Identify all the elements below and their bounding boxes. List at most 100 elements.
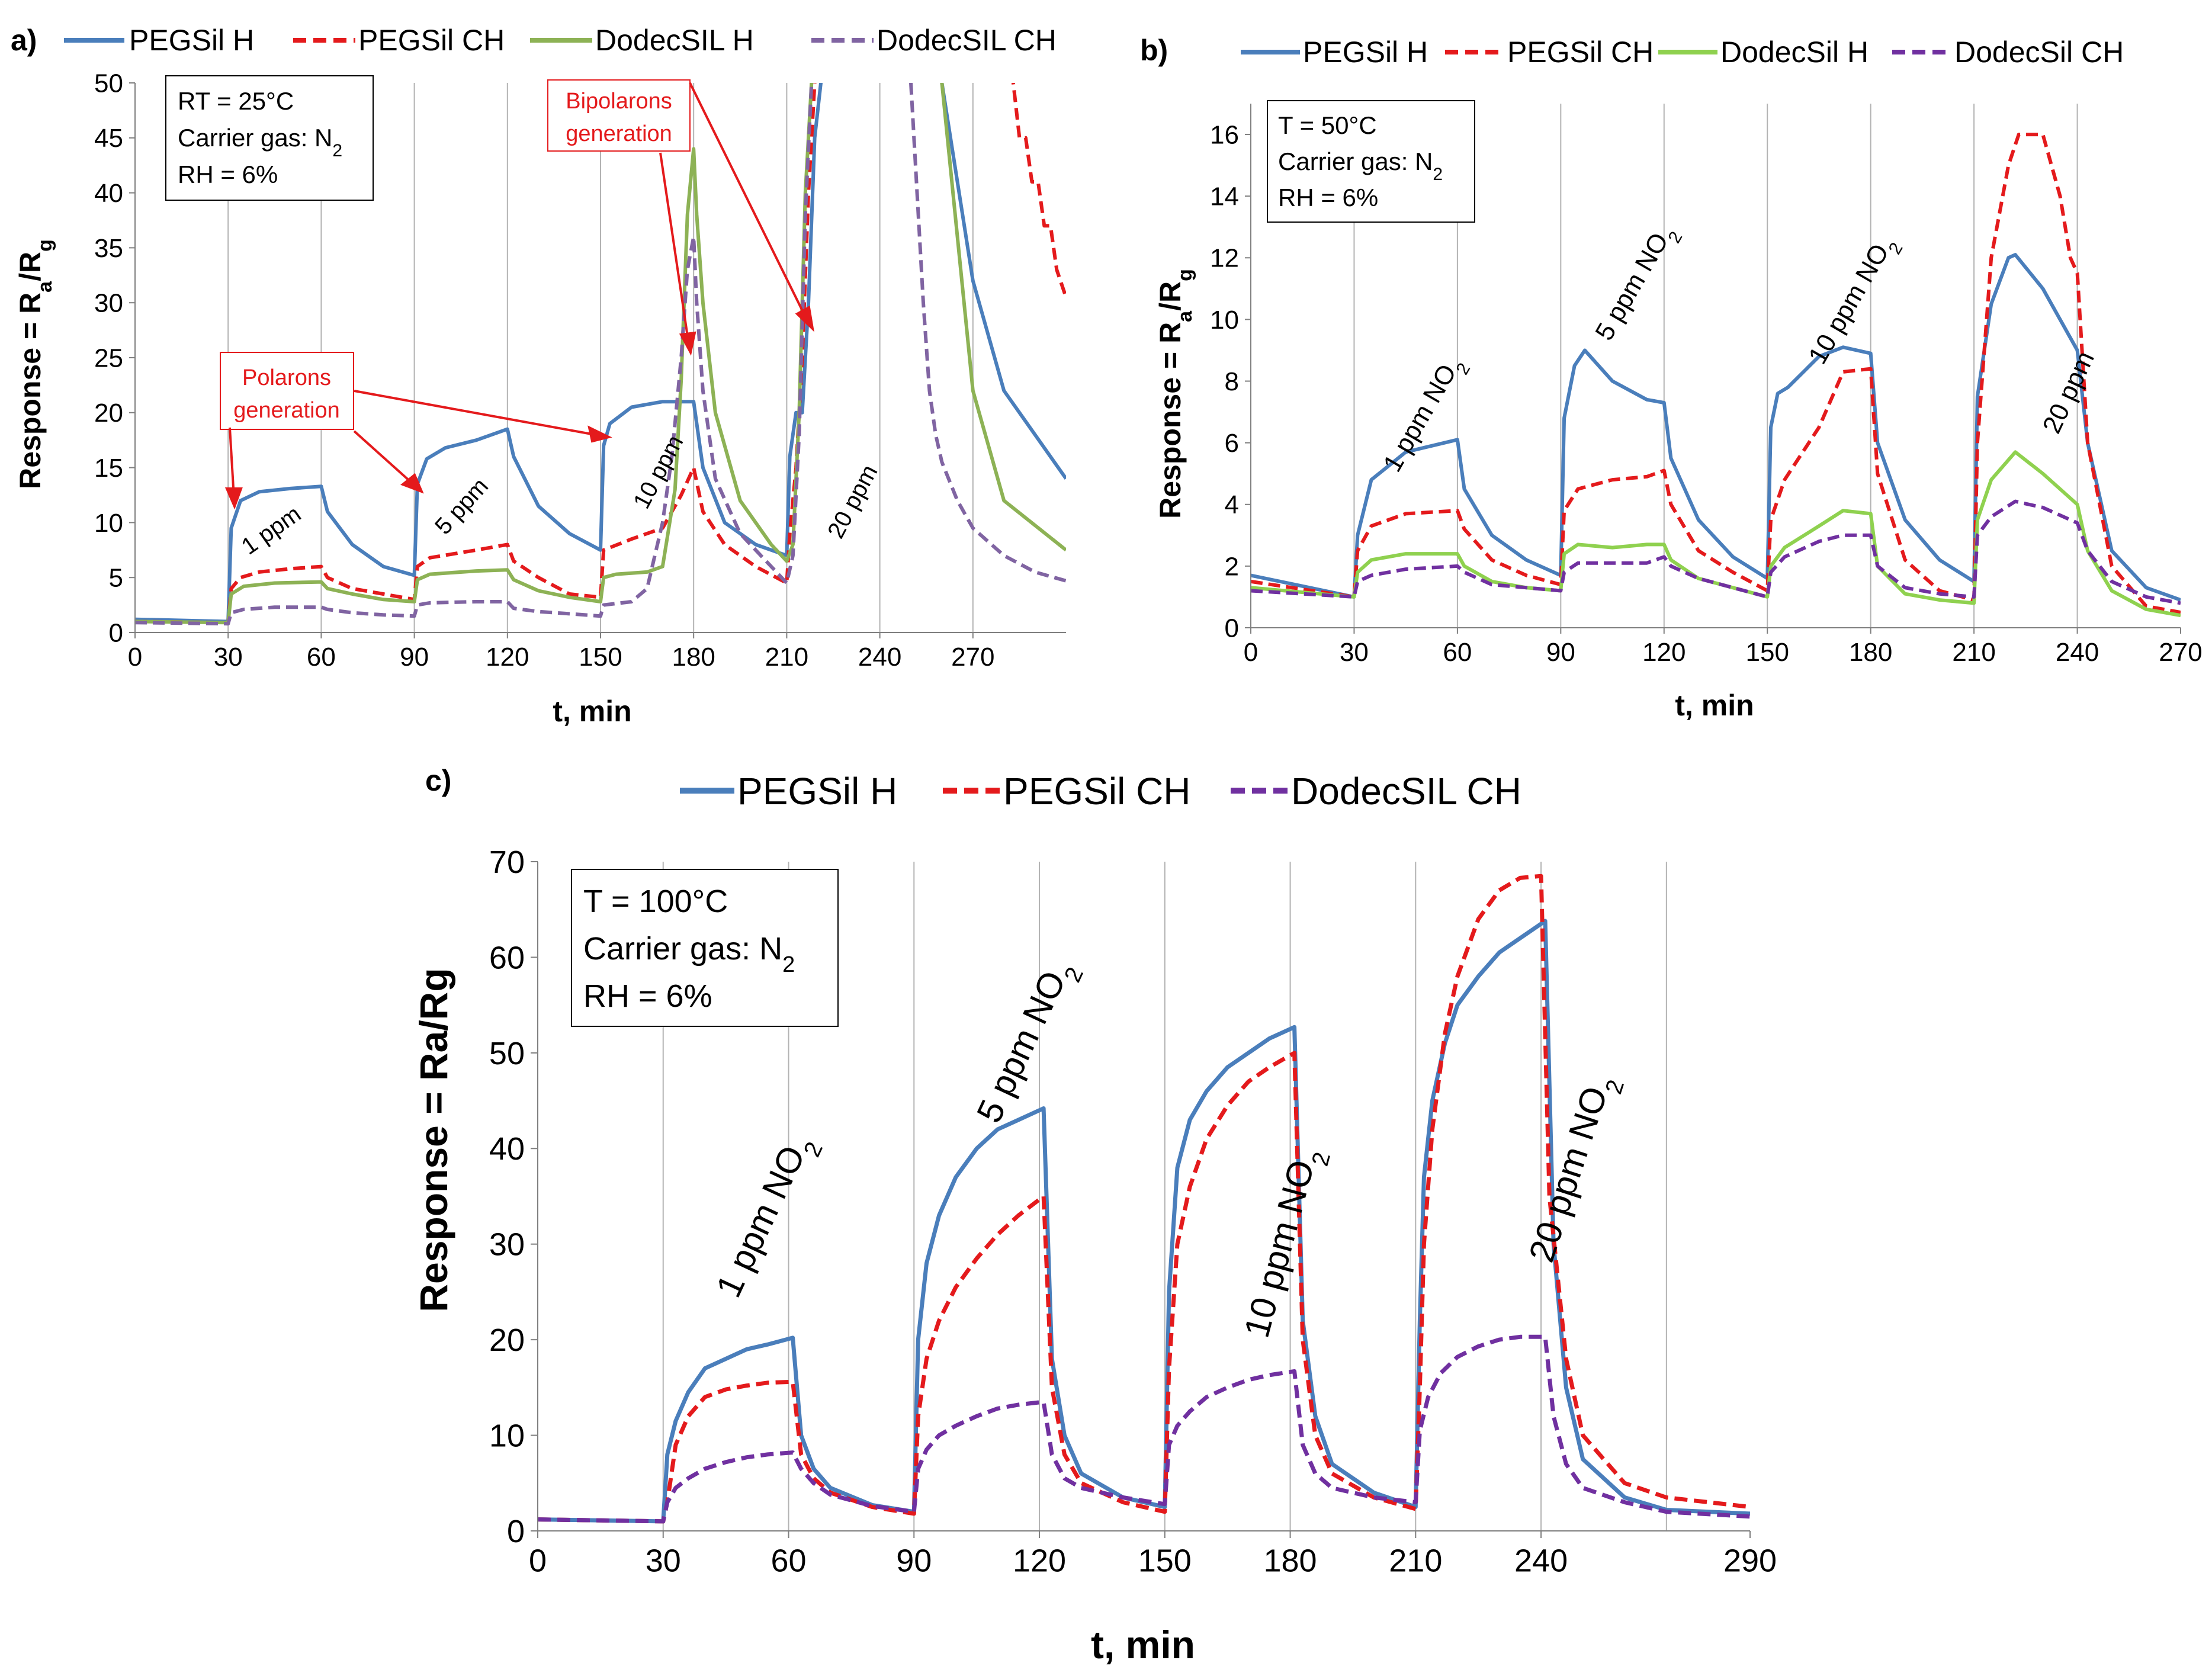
panel-b-humidity: RH = 6% [1278, 184, 1378, 211]
panel-c-conditions-box: T = 100°C Carrier gas: N2 RH = 6% [571, 869, 839, 1027]
series-line-pegsil-ch [135, 83, 1066, 625]
series-line-pegsil-h [135, 83, 1066, 624]
legend-label-c-pegsil-ch: PEGSil CH [1003, 770, 1191, 813]
y-tick-label: 0 [1225, 614, 1239, 643]
x-tick-label: 240 [858, 643, 901, 672]
y-tick-label: 6 [1225, 429, 1239, 458]
legend-label-b-pegsil-ch: PEGSil CH [1507, 36, 1654, 69]
panel-b-series-group [1251, 133, 2181, 618]
panel-b-legend: PEGSil H PEGSil CH DodecSil H DodecSil C… [1241, 36, 2124, 69]
legend-label-pegsil-h: PEGSil H [129, 24, 254, 57]
panel-a-humidity: RH = 6% [178, 160, 278, 188]
panel-a-x-axis-title: t, min [553, 695, 631, 728]
legend-label-pegsil-ch: PEGSil CH [358, 24, 505, 57]
y-tick-label: 40 [94, 179, 123, 208]
legend-label-b-dodecsil-h: DodecSil H [1720, 36, 1869, 69]
x-tick-label: 210 [765, 643, 808, 672]
y-tick-label: 30 [489, 1227, 525, 1263]
panel-c-y-axis-title: Response = Ra/Rg [412, 968, 455, 1312]
panel-c-carrier-gas: Carrier gas: N2 [583, 931, 795, 977]
panel-c-x-axis-title: t, min [1091, 1623, 1195, 1667]
panel-b-axes: 0 2 4 6 8 10 12 14 16 0 30 60 90 120 150 180 210 240 270 [1210, 104, 2203, 667]
x-tick-label: 60 [307, 643, 336, 672]
x-tick-label: 210 [1389, 1543, 1442, 1579]
panel-a-axes: 0 5 10 15 20 25 30 35 40 45 50 0 30 60 90 120 150 180 210 2… [94, 69, 1066, 672]
panel-c-axes: 0 10 20 30 40 50 60 70 0 30 60 90 120 150 180 210 240 290 [489, 845, 1777, 1579]
panel-b-temperature: T = 50°C [1278, 111, 1377, 139]
y-tick-label: 50 [489, 1036, 525, 1071]
series-line-dodecsil-h [135, 83, 1066, 625]
x-tick-label: 120 [1013, 1543, 1066, 1579]
x-tick-label: 150 [1138, 1543, 1192, 1579]
y-tick-label: 60 [489, 940, 525, 975]
y-tick-label: 70 [489, 845, 525, 880]
x-tick-label: 270 [951, 643, 994, 672]
legend-label-b-dodecsil-ch: DodecSil CH [1954, 36, 2124, 69]
x-tick-label: 60 [1443, 638, 1472, 667]
legend-label-c-pegsil-h: PEGSil H [737, 770, 897, 813]
callout-bipolarons-line-1: Bipolarons [566, 89, 672, 114]
y-tick-label: 10 [489, 1418, 525, 1453]
series-line-dodecsil-ch [538, 1334, 1750, 1524]
x-tick-label: 150 [1746, 638, 1789, 667]
callout-bipolarons-line-2: generation [566, 121, 672, 146]
legend-label-c-dodecsil-ch: DodecSIL CH [1291, 770, 1521, 813]
series-line-pegsil-ch [1251, 133, 2181, 614]
y-tick-label: 50 [94, 69, 123, 98]
panel-b-carrier-gas: Carrier gas: N2 [1278, 147, 1443, 184]
x-tick-label: 240 [1514, 1543, 1568, 1579]
panel-c-humidity: RH = 6% [583, 978, 712, 1014]
y-tick-label: 8 [1225, 367, 1239, 396]
x-tick-label: 180 [1263, 1543, 1317, 1579]
callout-polarons-line-2: generation [233, 398, 340, 423]
series-line-dodecsil-ch [135, 83, 1066, 626]
x-tick-label: 150 [579, 643, 622, 672]
y-tick-label: 0 [507, 1514, 525, 1549]
y-tick-label: 16 [1210, 120, 1239, 149]
y-tick-label: 10 [1210, 306, 1239, 335]
y-tick-label: 14 [1210, 182, 1239, 211]
panel-a-series-group [135, 83, 1066, 626]
y-tick-label: 5 [109, 564, 123, 593]
x-tick-label: 290 [1723, 1543, 1777, 1579]
y-tick-label: 35 [94, 234, 123, 263]
panel-c-label: c) [425, 764, 451, 797]
x-tick-label: 270 [2159, 638, 2202, 667]
panel-a-conditions-box: RT = 25°C Carrier gas: N2 RH = 6% [165, 75, 374, 201]
y-tick-label: 40 [489, 1131, 525, 1167]
panel-a-callout-bipolarons: Bipolarons generation [547, 79, 814, 356]
panel-b-conditions-box: T = 50°C Carrier gas: N2 RH = 6% [1267, 100, 1475, 223]
panel-a-callout-polarons: Polarons generation [220, 352, 612, 510]
x-tick-label: 210 [1952, 638, 1995, 667]
panel-b-x-axis-title: t, min [1675, 689, 1754, 722]
y-tick-label: 25 [94, 343, 123, 373]
y-tick-label: 15 [94, 454, 123, 483]
series-line-dodecsil-ch [1251, 499, 2181, 605]
x-tick-label: 0 [529, 1543, 547, 1579]
bipolarons-arrows [659, 82, 814, 356]
x-tick-label: 90 [400, 643, 429, 672]
x-tick-label: 30 [1340, 638, 1369, 667]
panel-c-series-group [538, 874, 1750, 1524]
y-tick-label: 30 [94, 289, 123, 318]
panel-a-legend: PEGSil H PEGSil CH DodecSIL H DodecSIL C… [64, 24, 1057, 57]
x-tick-label: 180 [1849, 638, 1892, 667]
legend-label-dodecsil-ch: DodecSIL CH [877, 24, 1057, 57]
panel-b-label: b) [1140, 34, 1168, 67]
x-tick-label: 90 [896, 1543, 932, 1579]
y-tick-label: 20 [489, 1322, 525, 1358]
x-tick-label: 30 [214, 643, 243, 672]
x-tick-label: 0 [1244, 638, 1258, 667]
x-tick-label: 0 [128, 643, 142, 672]
y-tick-label: 10 [94, 509, 123, 538]
x-tick-label: 120 [486, 643, 529, 672]
x-tick-label: 90 [1546, 638, 1575, 667]
x-tick-label: 120 [1642, 638, 1686, 667]
y-tick-label: 4 [1225, 490, 1239, 519]
y-tick-label: 20 [94, 399, 123, 428]
panel-a-temperature: RT = 25°C [178, 87, 294, 115]
legend-label-dodecsil-h: DodecSIL H [595, 24, 754, 57]
x-tick-label: 30 [646, 1543, 681, 1579]
x-tick-label: 60 [770, 1543, 806, 1579]
